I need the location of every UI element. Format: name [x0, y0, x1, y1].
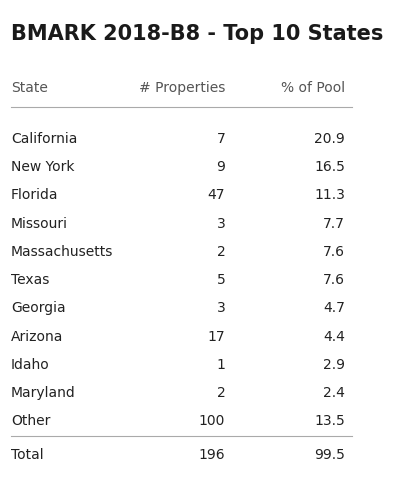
Text: BMARK 2018-B8 - Top 10 States: BMARK 2018-B8 - Top 10 States [11, 24, 383, 44]
Text: Texas: Texas [11, 273, 49, 287]
Text: 2.9: 2.9 [323, 358, 345, 372]
Text: 99.5: 99.5 [314, 449, 345, 462]
Text: Florida: Florida [11, 188, 58, 202]
Text: New York: New York [11, 160, 74, 174]
Text: 4.4: 4.4 [323, 330, 345, 343]
Text: 2.4: 2.4 [323, 386, 345, 400]
Text: Georgia: Georgia [11, 301, 66, 315]
Text: Other: Other [11, 414, 50, 428]
Text: 196: 196 [199, 449, 225, 462]
Text: Arizona: Arizona [11, 330, 63, 343]
Text: Missouri: Missouri [11, 217, 68, 230]
Text: 7.7: 7.7 [323, 217, 345, 230]
Text: 3: 3 [217, 301, 225, 315]
Text: 100: 100 [199, 414, 225, 428]
Text: 1: 1 [216, 358, 225, 372]
Text: % of Pool: % of Pool [281, 81, 345, 95]
Text: Idaho: Idaho [11, 358, 50, 372]
Text: 7.6: 7.6 [323, 245, 345, 259]
Text: 7.6: 7.6 [323, 273, 345, 287]
Text: # Properties: # Properties [139, 81, 225, 95]
Text: 20.9: 20.9 [315, 132, 345, 146]
Text: Massachusetts: Massachusetts [11, 245, 113, 259]
Text: 47: 47 [208, 188, 225, 202]
Text: 17: 17 [207, 330, 225, 343]
Text: 9: 9 [216, 160, 225, 174]
Text: State: State [11, 81, 48, 95]
Text: 13.5: 13.5 [315, 414, 345, 428]
Text: Total: Total [11, 449, 44, 462]
Text: 2: 2 [217, 245, 225, 259]
Text: California: California [11, 132, 77, 146]
Text: 2: 2 [217, 386, 225, 400]
Text: 3: 3 [217, 217, 225, 230]
Text: 7: 7 [217, 132, 225, 146]
Text: 4.7: 4.7 [323, 301, 345, 315]
Text: 16.5: 16.5 [314, 160, 345, 174]
Text: Maryland: Maryland [11, 386, 76, 400]
Text: 5: 5 [217, 273, 225, 287]
Text: 11.3: 11.3 [314, 188, 345, 202]
